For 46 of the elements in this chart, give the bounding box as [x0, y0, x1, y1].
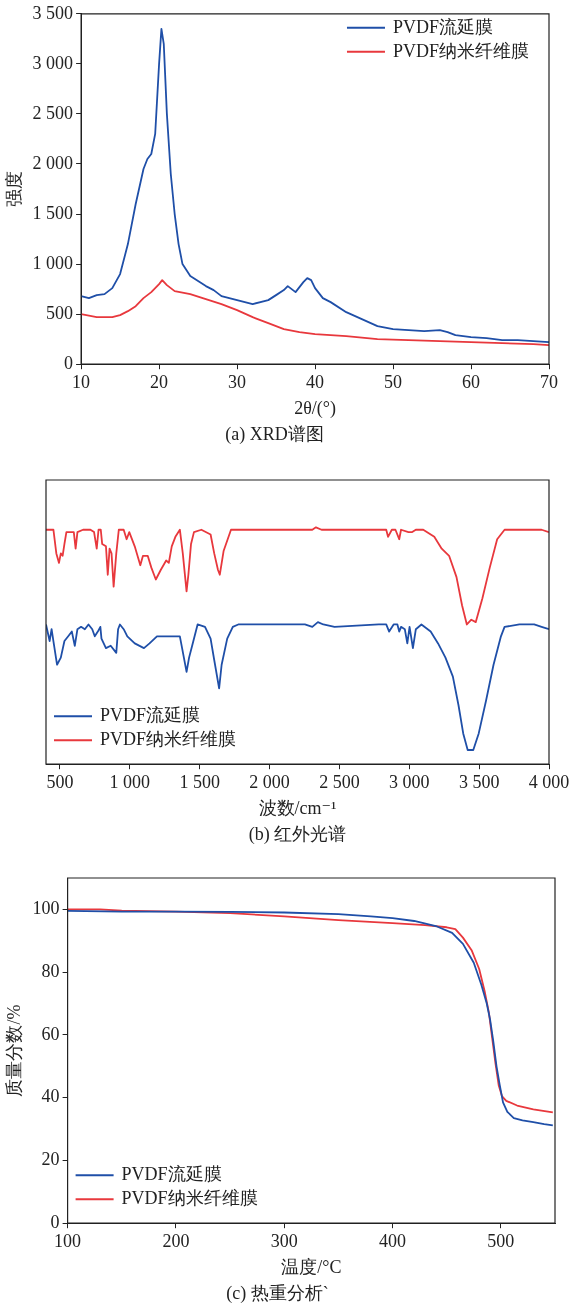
- y-axis-title: 质量分数/%: [3, 1004, 24, 1097]
- x-tick-label: 2 000: [249, 771, 290, 792]
- y-tick-label: 100: [32, 898, 60, 919]
- y-tick-label: 3 500: [32, 2, 74, 23]
- legend-label: PVDF纳米纤维膜: [392, 40, 530, 61]
- y-tick-label: 2 000: [32, 152, 74, 173]
- x-tick-label: 400: [379, 1230, 407, 1251]
- x-tick-label: 3 000: [389, 771, 430, 792]
- legend-label: PVDF流延膜: [392, 16, 494, 37]
- x-tick-label: 10: [72, 371, 91, 392]
- x-tick-label: 500: [487, 1230, 515, 1251]
- x-tick-label: 50: [384, 371, 403, 392]
- y-tick-label: 1 000: [32, 252, 74, 273]
- y-tick-label: 2 500: [32, 102, 74, 123]
- legend-label: PVDF流延膜: [100, 704, 201, 725]
- y-tick-label: 1 500: [32, 202, 74, 223]
- x-axis-title: 2θ/(°): [294, 398, 336, 420]
- x-axis-title: 波数/cm⁻¹: [258, 798, 337, 819]
- y-tick-label: 20: [41, 1149, 60, 1170]
- x-tick-label: 4 000: [528, 771, 570, 792]
- x-tick-label: 1 500: [179, 771, 220, 792]
- text: (c) 热重分析`: [226, 1282, 329, 1304]
- text: (a) XRD谱图: [225, 423, 324, 445]
- y-tick-label: 500: [46, 302, 74, 323]
- x-tick-label: 300: [270, 1230, 298, 1251]
- legend-label: PVDF纳米纤维膜: [100, 728, 237, 749]
- x-tick-label: 60: [462, 371, 481, 392]
- x-tick-label: 200: [162, 1230, 190, 1251]
- x-tick-label: 40: [306, 371, 325, 392]
- legend-label: PVDF纳米纤维膜: [121, 1187, 258, 1208]
- y-axis-title: 强度: [3, 171, 24, 207]
- x-tick-label: 20: [150, 371, 169, 392]
- text: (b) 红外光谱: [248, 823, 347, 845]
- y-tick-label: 0: [50, 1211, 60, 1232]
- y-tick-label: 3 000: [32, 52, 74, 73]
- y-tick-label: 60: [41, 1023, 60, 1044]
- y-tick-label: 80: [41, 960, 60, 981]
- x-tick-label: 30: [228, 371, 247, 392]
- x-tick-label: 70: [540, 371, 558, 392]
- x-tick-label: 3 500: [458, 771, 500, 792]
- x-tick-label: 1 000: [109, 771, 151, 792]
- y-tick-label: 40: [41, 1086, 60, 1107]
- x-tick-label: 2 500: [319, 771, 360, 792]
- y-tick-label: 0: [64, 352, 74, 373]
- x-axis-title: 温度/°C: [281, 1257, 342, 1278]
- legend-label: PVDF流延膜: [121, 1163, 222, 1184]
